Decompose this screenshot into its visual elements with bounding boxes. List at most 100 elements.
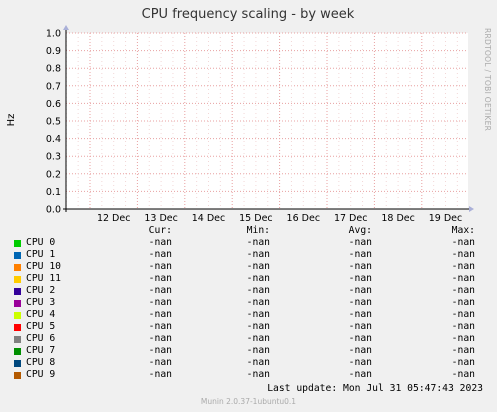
y-tick-label: 0.7 bbox=[46, 81, 61, 92]
value-min: -nan bbox=[246, 273, 270, 284]
value-max: -nan bbox=[451, 285, 475, 296]
value-avg: -nan bbox=[348, 369, 372, 380]
value-max: -nan bbox=[451, 321, 475, 332]
series-name: CPU 7 bbox=[26, 345, 56, 356]
value-min: -nan bbox=[246, 297, 270, 308]
value-avg: -nan bbox=[348, 333, 372, 344]
value-max: -nan bbox=[451, 357, 475, 368]
legend-row: CPU 3 -nan -nan -nan -nan bbox=[0, 297, 497, 309]
value-max: -nan bbox=[451, 273, 475, 284]
legend-row: CPU 11 -nan -nan -nan -nan bbox=[0, 273, 497, 285]
series-name: CPU 9 bbox=[26, 369, 56, 380]
series-swatch bbox=[14, 372, 21, 379]
legend-row: CPU 2 -nan -nan -nan -nan bbox=[0, 285, 497, 297]
y-tick-label: 0.0 bbox=[46, 205, 61, 216]
value-max: -nan bbox=[451, 297, 475, 308]
value-min: -nan bbox=[246, 285, 270, 296]
series-swatch bbox=[14, 348, 21, 355]
y-tick-label: 0.5 bbox=[46, 117, 61, 128]
legend-row: CPU 1 -nan -nan -nan -nan bbox=[0, 249, 497, 261]
value-avg: -nan bbox=[348, 345, 372, 356]
x-tick-label: 14 Dec bbox=[192, 213, 226, 224]
y-tick-label: 0.9 bbox=[46, 46, 61, 57]
series-swatch bbox=[14, 264, 21, 271]
y-tick-label: 0.8 bbox=[46, 64, 61, 75]
value-min: -nan bbox=[246, 333, 270, 344]
value-avg: -nan bbox=[348, 309, 372, 320]
legend-row: CPU 7 -nan -nan -nan -nan bbox=[0, 345, 497, 357]
value-cur: -nan bbox=[148, 297, 172, 308]
value-max: -nan bbox=[451, 237, 475, 248]
value-max: -nan bbox=[451, 261, 475, 272]
value-avg: -nan bbox=[348, 321, 372, 332]
value-cur: -nan bbox=[148, 345, 172, 356]
series-name: CPU 8 bbox=[26, 357, 56, 368]
legend-table: Cur: Min: Avg: Max: CPU 0 -nan -nan -nan -na… bbox=[0, 225, 497, 381]
y-tick-label: 0.4 bbox=[46, 134, 61, 145]
series-swatch bbox=[14, 276, 21, 283]
y-tick-label: 0.1 bbox=[46, 187, 61, 198]
x-tick-labels: 12 Dec 13 Dec 14 Dec 15 Dec 16 Dec 17 Dec 18 D… bbox=[97, 213, 462, 224]
value-min: -nan bbox=[246, 357, 270, 368]
series-swatch bbox=[14, 300, 21, 307]
value-avg: -nan bbox=[348, 297, 372, 308]
value-cur: -nan bbox=[148, 273, 172, 284]
value-max: -nan bbox=[451, 345, 475, 356]
y-tick-label: 0.2 bbox=[46, 169, 61, 180]
value-min: -nan bbox=[246, 345, 270, 356]
x-tick-label: 17 Dec bbox=[334, 213, 368, 224]
legend-row: CPU 6 -nan -nan -nan -nan bbox=[0, 333, 497, 345]
series-name: CPU 4 bbox=[26, 309, 56, 320]
series-swatch bbox=[14, 288, 21, 295]
value-min: -nan bbox=[246, 249, 270, 260]
value-cur: -nan bbox=[148, 333, 172, 344]
value-cur: -nan bbox=[148, 309, 172, 320]
legend-row: CPU 8 -nan -nan -nan -nan bbox=[0, 357, 497, 369]
value-max: -nan bbox=[451, 369, 475, 380]
value-avg: -nan bbox=[348, 285, 372, 296]
value-avg: -nan bbox=[348, 273, 372, 284]
series-name: CPU 2 bbox=[26, 285, 56, 296]
grid bbox=[65, 32, 468, 209]
series-swatch bbox=[14, 360, 21, 367]
series-name: CPU 6 bbox=[26, 333, 56, 344]
value-avg: -nan bbox=[348, 237, 372, 248]
last-update: Last update: Mon Jul 31 05:47:43 2023 bbox=[267, 383, 483, 394]
series-name: CPU 3 bbox=[26, 297, 56, 308]
series-name: CPU 0 bbox=[26, 237, 56, 248]
value-min: -nan bbox=[246, 237, 270, 248]
x-tick-label: 13 Dec bbox=[144, 213, 178, 224]
y-tick-label: 0.6 bbox=[46, 99, 61, 110]
y-axis-arrow bbox=[63, 25, 69, 30]
series-name: CPU 1 bbox=[26, 249, 56, 260]
y-tick-label: 1.0 bbox=[46, 29, 61, 40]
y-tick-labels: 0.0 0.1 0.2 0.3 0.4 0.5 0.6 0.7 0.8 0.9 1.0 bbox=[46, 29, 61, 216]
series-name: CPU 10 bbox=[26, 261, 61, 272]
series-swatch bbox=[14, 336, 21, 343]
series-swatch bbox=[14, 312, 21, 319]
value-avg: -nan bbox=[348, 249, 372, 260]
legend-row: CPU 5 -nan -nan -nan -nan bbox=[0, 321, 497, 333]
value-max: -nan bbox=[451, 249, 475, 260]
header-min: Min: bbox=[246, 225, 270, 236]
header-avg: Avg: bbox=[348, 225, 372, 236]
series-name: CPU 11 bbox=[26, 273, 61, 284]
value-cur: -nan bbox=[148, 285, 172, 296]
value-avg: -nan bbox=[348, 357, 372, 368]
y-tick-label: 0.3 bbox=[46, 152, 61, 163]
x-tick-label: 15 Dec bbox=[239, 213, 273, 224]
value-min: -nan bbox=[246, 369, 270, 380]
value-min: -nan bbox=[246, 309, 270, 320]
legend-row: CPU 10 -nan -nan -nan -nan bbox=[0, 261, 497, 273]
rrdtool-watermark: RRDTOOL / TOBI OETIKER bbox=[483, 28, 492, 131]
x-tick-label: 12 Dec bbox=[97, 213, 131, 224]
value-cur: -nan bbox=[148, 237, 172, 248]
value-cur: -nan bbox=[148, 369, 172, 380]
value-avg: -nan bbox=[348, 261, 372, 272]
x-axis-arrow bbox=[469, 206, 474, 212]
x-tick-label: 19 Dec bbox=[429, 213, 463, 224]
legend-row: CPU 9 -nan -nan -nan -nan bbox=[0, 369, 497, 381]
series-swatch bbox=[14, 252, 21, 259]
y-axis-label: Hz bbox=[6, 114, 17, 127]
chart-title: CPU frequency scaling - by week bbox=[142, 7, 355, 22]
